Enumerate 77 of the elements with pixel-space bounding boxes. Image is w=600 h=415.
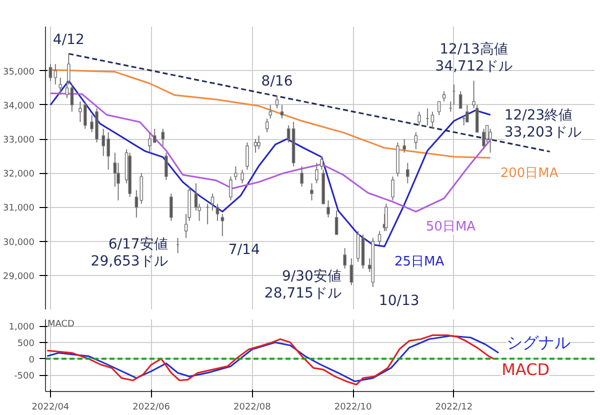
candlestick — [220, 214, 224, 237]
candlestick — [265, 118, 269, 133]
candlestick — [216, 203, 220, 222]
candlestick — [140, 172, 144, 204]
candlestick — [234, 166, 238, 180]
candlestick — [170, 193, 173, 222]
candlestick — [378, 230, 382, 246]
candlestick — [254, 138, 258, 154]
y-tick-label: 33,000 — [3, 136, 35, 146]
y-tick-label: 31,000 — [3, 204, 35, 214]
annotation: 4/12 — [52, 32, 84, 48]
candlestick — [414, 132, 418, 150]
candlestick — [406, 162, 410, 184]
series-label: 50日MA — [426, 220, 476, 235]
y-tick-label: 35,000 — [3, 67, 35, 78]
y-tick-label: 500 — [17, 338, 35, 349]
annotation: MACD — [48, 320, 75, 330]
annotation: 9/30安値 28,715ドル — [264, 268, 342, 302]
candlestick — [275, 94, 279, 109]
candlestick — [134, 190, 138, 218]
annotation: 12/13高値 34,712ドル — [435, 42, 512, 75]
candlestick — [164, 152, 168, 180]
candlestick — [384, 203, 388, 232]
candlestick — [315, 162, 318, 184]
annotation: 8/16 — [261, 73, 293, 90]
candlestick — [240, 169, 244, 184]
x-tick-label: 2022/12 — [435, 402, 473, 412]
x-tick-label: 2022/08 — [234, 402, 272, 412]
candlestick — [210, 193, 214, 212]
candlestick — [442, 90, 446, 102]
candlestick — [334, 210, 338, 235]
series-label: 200日MA — [500, 166, 558, 181]
candlestick — [430, 111, 434, 130]
series-label: MACD — [502, 360, 550, 379]
candlestick — [54, 64, 58, 85]
y-tick-label: 34,000 — [3, 101, 35, 112]
x-tick-label: 2022/06 — [132, 402, 170, 412]
candlestick — [488, 128, 492, 154]
annotation: 6/17安値 29,653ドル — [90, 236, 168, 270]
series-label: 25日MA — [394, 254, 444, 270]
candlestick — [268, 104, 272, 120]
annotation: 10/13 — [378, 292, 420, 309]
candlestick — [70, 84, 74, 112]
x-tick-label: 2022/04 — [32, 402, 70, 412]
candlestick — [418, 111, 421, 126]
candlestick — [229, 176, 232, 201]
x-tick-label: 2022/10 — [334, 402, 372, 412]
candlestick — [161, 128, 165, 146]
candlestick — [343, 248, 346, 270]
candlestick — [482, 128, 486, 150]
candlestick — [466, 104, 469, 122]
y-tick-label: -500 — [14, 372, 35, 382]
candlestick — [350, 258, 354, 286]
y-tick-label: 0 — [28, 355, 35, 366]
annotation: 7/14 — [228, 242, 260, 258]
candlestick — [310, 182, 314, 201]
candlestick — [326, 200, 330, 218]
candlestick — [391, 176, 394, 201]
y-tick-label: 29,000 — [3, 272, 35, 282]
candlestick — [58, 77, 62, 96]
candlestick — [48, 64, 52, 82]
candlestick — [280, 104, 284, 120]
y-tick-label: 1,000 — [8, 322, 35, 333]
line-series — [50, 92, 492, 212]
y-tick-label: 32,000 — [3, 170, 35, 180]
candlestick — [300, 166, 304, 188]
candlestick — [320, 156, 324, 170]
y-tick-label: 30,000 — [3, 238, 35, 248]
series-label: シグナル — [506, 332, 571, 352]
candlestick — [458, 90, 462, 109]
candlestick — [356, 230, 360, 262]
annotation: 12/23終値 33,203ドル — [504, 108, 582, 141]
candlestick — [246, 142, 249, 170]
candlestick — [402, 138, 406, 154]
candlestick — [257, 135, 260, 150]
candlestick — [286, 124, 290, 143]
candlestick — [437, 101, 441, 116]
